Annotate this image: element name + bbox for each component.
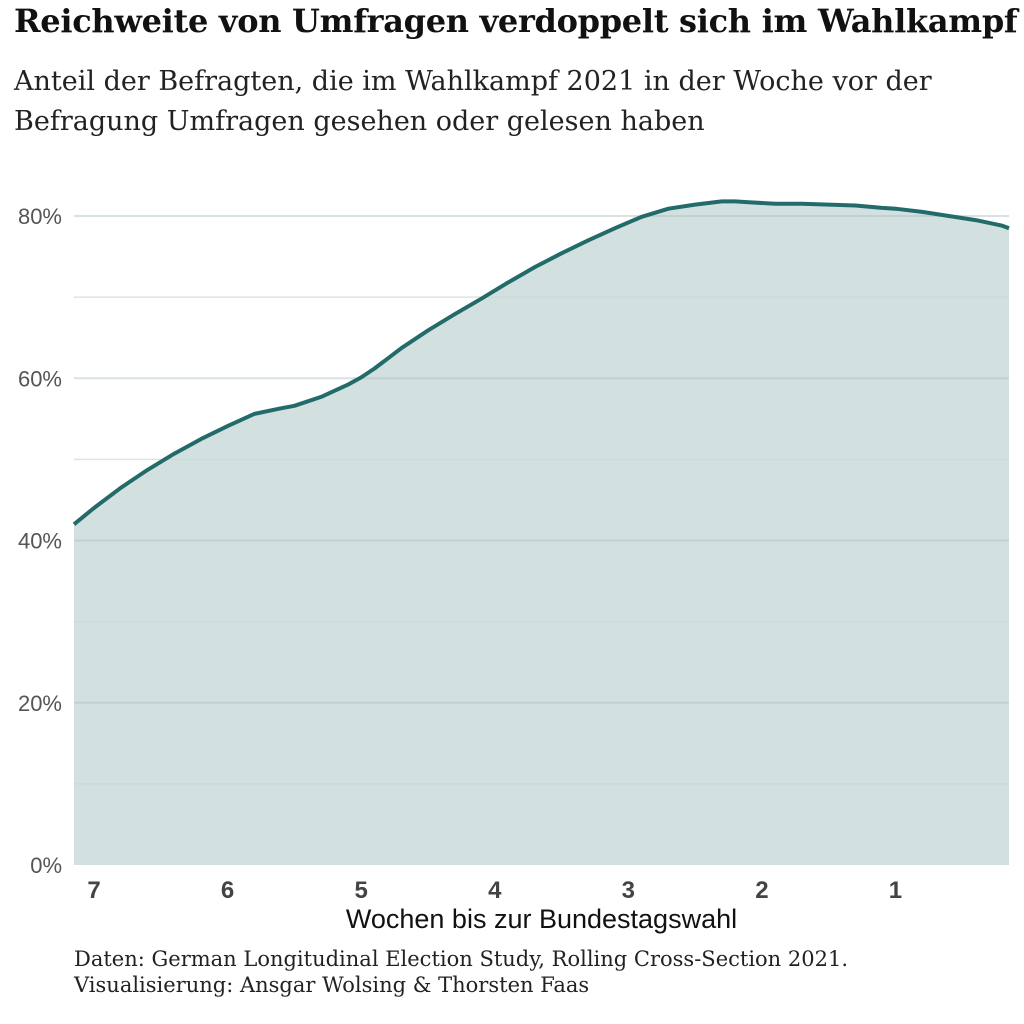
series-line: [72, 199, 1010, 526]
major-gridlines: [74, 215, 1009, 785]
y-axis-ticks: 0% 20% 40% 60% 80%: [18, 204, 62, 878]
area-fill: [74, 201, 1009, 865]
y-tick-label: 60%: [18, 366, 62, 391]
chart-title: Reichweite von Umfragen verdoppelt sich …: [14, 2, 1018, 40]
source-caption: Daten: German Longitudinal Election Stud…: [74, 946, 848, 998]
x-tick-label: 3: [622, 877, 635, 904]
x-axis-ticks: 7 6 5 4 3 2 1: [87, 877, 902, 904]
y-tick-label: 40%: [18, 529, 62, 554]
x-tick-label: 6: [221, 877, 234, 904]
x-tick-label: 5: [354, 877, 367, 904]
y-tick-label: 0%: [30, 853, 62, 878]
x-axis-label: Wochen bis zur Bundestagswahl: [345, 904, 738, 934]
y-tick-label: 80%: [18, 204, 62, 229]
x-tick-label: 2: [755, 877, 768, 904]
x-tick-label: 1: [889, 877, 902, 904]
caption-credit-line: Visualisierung: Ansgar Wolsing & Thorste…: [74, 973, 590, 997]
x-tick-label: 7: [87, 877, 100, 904]
y-tick-label: 20%: [18, 691, 62, 716]
x-tick-label: 4: [488, 877, 502, 904]
caption-data-line: Daten: German Longitudinal Election Stud…: [74, 947, 848, 971]
chart-subtitle: Anteil der Befragten, die im Wahlkampf 2…: [14, 66, 932, 137]
